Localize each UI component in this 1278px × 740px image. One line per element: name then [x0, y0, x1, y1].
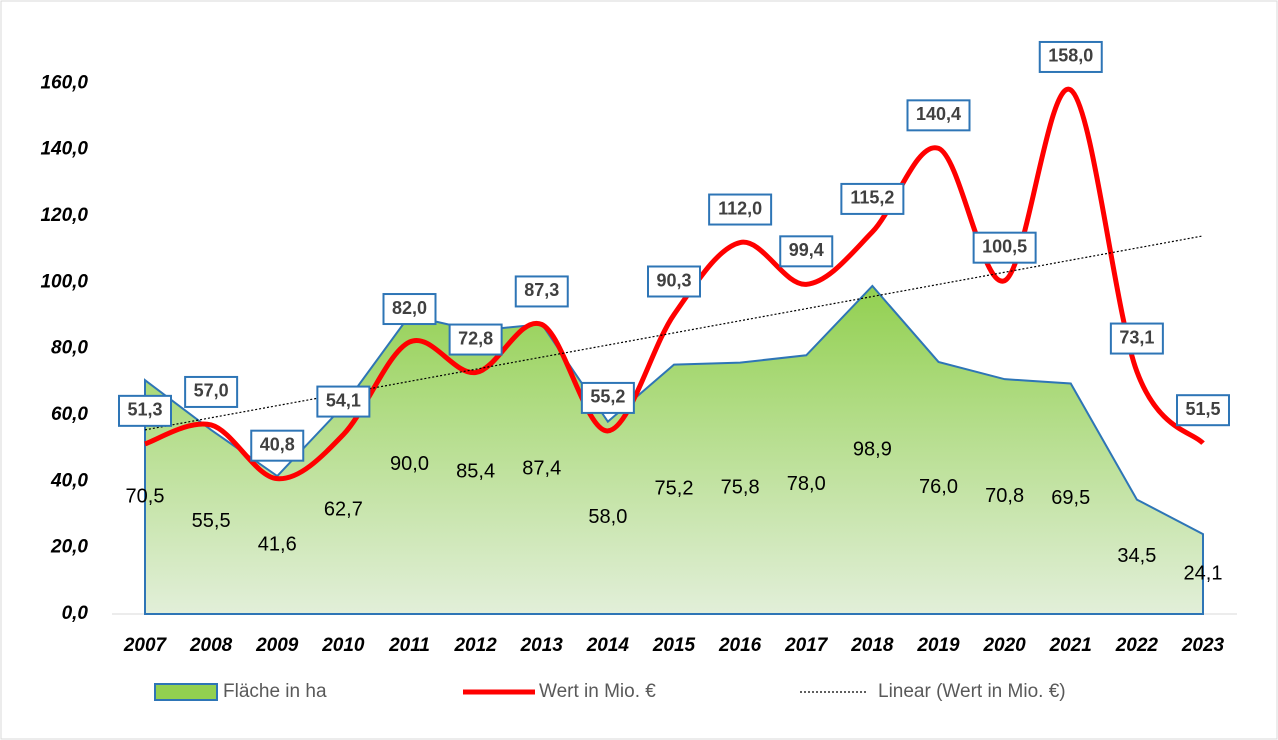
legend-swatch [154, 683, 218, 701]
area-label: 90,0 [390, 453, 429, 475]
x-tick-label: 2015 [652, 635, 696, 656]
label-box [580, 381, 635, 414]
area [144, 284, 1204, 615]
y-tick-label: 120,0 [40, 205, 88, 226]
label-box [840, 182, 905, 215]
x-tick-label: 2022 [1115, 635, 1159, 656]
line-label: 40,8 [260, 434, 295, 454]
x-tick-label: 2017 [784, 635, 829, 656]
line-label: 115,2 [850, 188, 894, 208]
area-label: 98,9 [853, 438, 892, 460]
line-label: 99,4 [789, 240, 824, 260]
legend-label: Wert in Mio. € [539, 681, 656, 702]
label-box [779, 235, 834, 268]
y-tick-label: 20,0 [50, 537, 88, 558]
area-label: 75,8 [721, 477, 760, 499]
y-tick-label: 160,0 [40, 72, 88, 93]
area-label: 62,7 [324, 498, 363, 520]
label-box [1176, 394, 1230, 427]
y-tick-label: 140,0 [40, 139, 88, 160]
area-label: 34,5 [1117, 545, 1156, 567]
line-label: 55,2 [590, 387, 625, 407]
area-label: 76,0 [919, 476, 958, 498]
line-label: 100,5 [982, 236, 1027, 256]
label-box [316, 385, 371, 418]
label-box [1109, 322, 1164, 355]
y-tick-label: 0,0 [62, 603, 89, 624]
area-label: 75,2 [655, 478, 694, 500]
line-label: 73,1 [1119, 327, 1154, 347]
label-box [708, 193, 773, 226]
label-box [118, 394, 172, 427]
x-tick-label: 2020 [982, 635, 1026, 656]
label-box [906, 99, 971, 132]
x-tick-label: 2016 [718, 635, 762, 656]
y-tick-label: 80,0 [51, 338, 88, 359]
label-box [250, 429, 305, 462]
area-label: 55,5 [192, 510, 231, 532]
x-tick-label: 2014 [586, 635, 630, 656]
area-label: 24,1 [1184, 562, 1223, 584]
x-tick-label: 2012 [453, 635, 497, 656]
line [144, 87, 1205, 482]
line-label: 87,3 [524, 280, 559, 300]
line-label: 57,0 [194, 381, 229, 401]
x-tick-label: 2010 [321, 635, 365, 656]
label-box [972, 231, 1037, 264]
x-tick-label: 2009 [255, 635, 299, 656]
label-box [382, 293, 437, 326]
area-label: 69,5 [1051, 487, 1090, 509]
trendline [144, 235, 1204, 431]
area-label: 78,0 [787, 473, 826, 495]
area-label: 70,5 [126, 485, 165, 507]
label-box [448, 323, 503, 356]
area-label: 58,0 [588, 506, 627, 528]
area-label: 41,6 [258, 533, 297, 555]
label-box [514, 275, 569, 308]
x-tick-label: 2021 [1049, 635, 1092, 656]
line-label: 90,3 [656, 270, 691, 290]
x-tick-label: 2013 [520, 635, 564, 656]
label-box [184, 375, 239, 408]
legend-label: Fläche in ha [223, 681, 327, 702]
line-label: 82,0 [392, 298, 427, 318]
line-label: 72,8 [458, 328, 493, 348]
area-label: 70,8 [985, 485, 1024, 507]
area-label: 85,4 [456, 461, 495, 483]
y-tick-label: 100,0 [40, 271, 88, 292]
y-tick-label: 60,0 [51, 404, 88, 425]
line-label: 140,4 [916, 104, 961, 124]
x-tick-label: 2018 [850, 635, 894, 656]
label-box [1038, 40, 1103, 73]
line-label: 51,5 [1185, 399, 1220, 419]
label-box [647, 265, 701, 298]
line-label: 112,0 [718, 198, 762, 218]
legend-label: Linear (Wert in Mio. €) [878, 681, 1066, 702]
line-label: 158,0 [1048, 46, 1093, 66]
area-label: 87,4 [522, 457, 561, 479]
x-tick-label: 2008 [189, 635, 233, 656]
x-tick-label: 2007 [123, 635, 168, 656]
line-label: 51,3 [127, 400, 162, 420]
x-tick-label: 2011 [388, 635, 430, 656]
x-tick-label: 2019 [916, 635, 960, 656]
line-label: 54,1 [326, 390, 361, 410]
x-tick-label: 2023 [1181, 635, 1225, 656]
y-tick-label: 40,0 [50, 470, 88, 491]
